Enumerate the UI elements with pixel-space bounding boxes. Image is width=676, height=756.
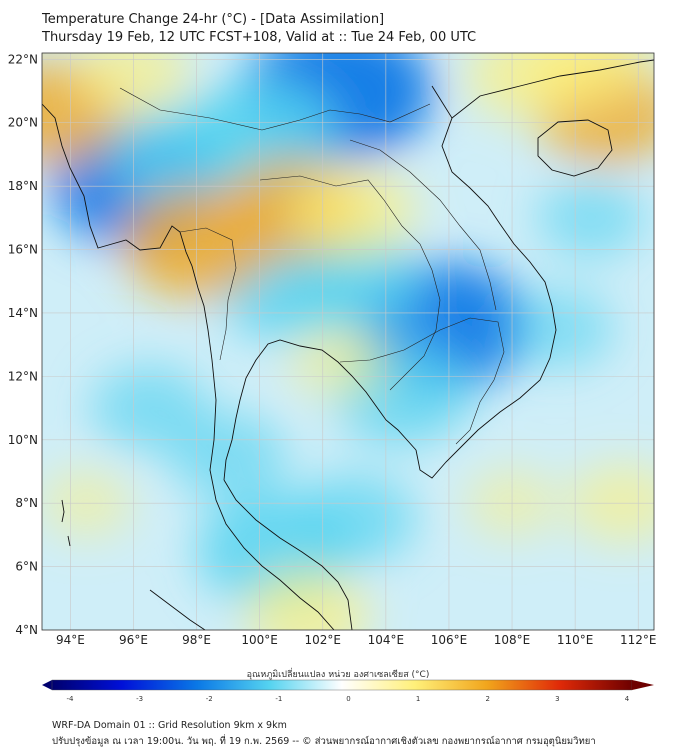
lat-label: 20°N — [8, 116, 38, 130]
colorbar: -4 -3 -2 -1 0 1 2 3 4 — [42, 679, 654, 703]
anomaly-blob-12 — [505, 288, 614, 369]
colorbar-tick-label: 4 — [625, 695, 630, 703]
anomaly-blob-13 — [536, 177, 645, 258]
colorbar-tick-label: 2 — [486, 695, 490, 703]
lon-label: 108°E — [494, 633, 531, 647]
colorbar-tick-label: 1 — [416, 695, 420, 703]
map-title: Temperature Change 24-hr (°C) - [Data As… — [42, 12, 385, 27]
malay-peninsula — [209, 399, 335, 630]
colorbar-tick-label: -4 — [67, 695, 75, 703]
lon-label: 104°E — [368, 633, 405, 647]
colorbar-gradient — [51, 679, 633, 691]
vietnam-coast — [415, 85, 557, 479]
colorbar-tick-label: 0 — [346, 695, 350, 703]
colorbar-tick-label: -2 — [206, 695, 213, 703]
lon-label: 106°E — [431, 633, 468, 647]
lat-label: 16°N — [8, 243, 38, 257]
lat-label: 22°N — [8, 52, 38, 66]
hainan-island — [537, 119, 613, 177]
latitude-labels: 22°N 20°N 18°N 16°N 14°N 12°N 10°N 8°N 6°N 4°N — [8, 52, 38, 637]
myanmar-coast — [42, 103, 217, 401]
lat-label: 6°N — [15, 560, 38, 574]
lat-label: 8°N — [15, 496, 38, 510]
anomaly-blob-9 — [292, 473, 417, 566]
anomaly-blob-22 — [244, 568, 370, 630]
borders — [119, 87, 505, 445]
lon-label: 100°E — [241, 633, 278, 647]
anomaly-blob-3 — [110, 102, 252, 207]
andaman-islands — [61, 499, 71, 547]
map-frame — [41, 52, 655, 631]
lon-label: 110°E — [557, 633, 594, 647]
footer-credit: ปรับปรุงข้อมูล ณ เวลา 19:00น. วัน พฤ. ที… — [52, 736, 596, 747]
anomaly-blob-19 — [292, 165, 417, 258]
cambodia-border — [339, 317, 505, 445]
colorbar-tick-label: -1 — [275, 695, 282, 703]
anomaly-blob-11 — [91, 365, 208, 452]
lon-label: 96°E — [119, 633, 148, 647]
coastlines — [42, 59, 654, 630]
footer-model-info: WRF-DA Domain 01 :: Grid Resolution 9km … — [52, 720, 287, 731]
colorbar-max-arrow — [632, 680, 654, 690]
lon-label: 98°E — [182, 633, 211, 647]
anomaly-blob-10 — [170, 412, 287, 499]
laos-vietnam-border — [349, 139, 497, 311]
temperature-field — [42, 53, 654, 630]
colorbar-title: อุณหภูมิเปลี่ยนแปลง หน่วย องศาเซลเซียส (… — [246, 670, 430, 680]
china-border — [119, 87, 431, 131]
thai-laos-border — [259, 175, 441, 391]
lat-label: 12°N — [8, 369, 38, 383]
lon-label: 102°E — [305, 633, 342, 647]
lat-label: 10°N — [8, 433, 38, 447]
anomaly-blob-25 — [288, 323, 389, 398]
colorbar-tick-label: 3 — [555, 695, 559, 703]
colorbar-tick-label: -3 — [136, 695, 143, 703]
anomaly-blob-16 — [528, 53, 653, 106]
lon-label: 94°E — [56, 633, 85, 647]
thai-myanmar-border — [179, 227, 237, 361]
lon-label: 112°E — [620, 633, 657, 647]
lat-label: 18°N — [8, 179, 38, 193]
map-subtitle: Thursday 19 Feb, 12 UTC FCST+108, Valid … — [42, 30, 477, 45]
sumatra-coast — [149, 589, 206, 630]
graticule — [42, 53, 654, 630]
longitude-labels: 94°E 96°E 98°E 100°E 102°E 104°E 106°E 108°E 110… — [56, 633, 657, 647]
colorbar-ticks: -4 -3 -2 -1 0 1 2 3 4 — [67, 695, 630, 703]
lat-label: 4°N — [15, 623, 38, 637]
malay-peninsula-east — [223, 479, 353, 630]
gulf-coast — [223, 339, 417, 481]
colorbar-min-arrow — [42, 680, 52, 690]
china-coast — [451, 59, 654, 119]
lat-label: 14°N — [8, 306, 38, 320]
